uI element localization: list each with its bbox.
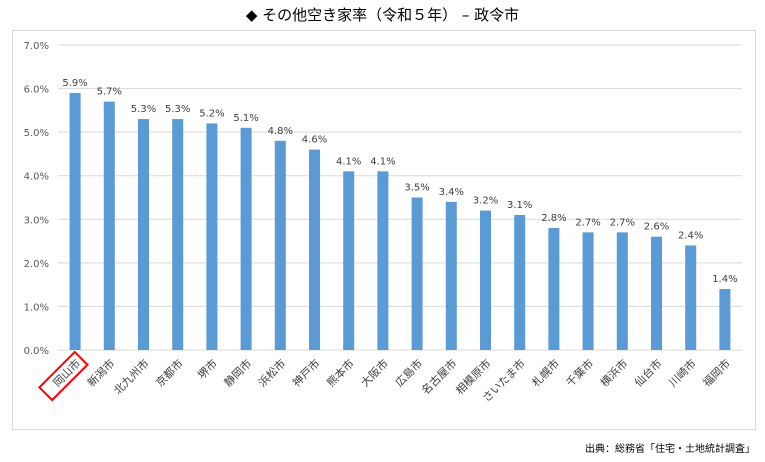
x-tick-label: 仙台市 bbox=[631, 356, 664, 389]
data-label: 5.9% bbox=[62, 78, 87, 89]
x-tick-label: 札幌市 bbox=[529, 356, 562, 389]
data-label: 4.1% bbox=[370, 156, 395, 167]
bar bbox=[309, 149, 320, 350]
y-tick-label: 0.0% bbox=[24, 346, 49, 357]
bar bbox=[616, 232, 628, 350]
chart-frame bbox=[12, 30, 756, 430]
x-tick-label: 京都市 bbox=[153, 356, 186, 389]
bar bbox=[274, 140, 286, 350]
y-tick-label: 6.0% bbox=[24, 85, 49, 96]
x-tick-label: 名古屋市 bbox=[418, 356, 459, 397]
bar bbox=[719, 289, 731, 350]
bar bbox=[138, 119, 149, 350]
highlight-box bbox=[37, 350, 89, 402]
y-tick-label: 3.0% bbox=[24, 215, 49, 226]
y-tick-label: 7.0% bbox=[24, 41, 49, 52]
data-label: 4.8% bbox=[268, 126, 293, 137]
data-label: 3.5% bbox=[404, 183, 429, 194]
bar bbox=[514, 214, 526, 350]
data-label: 5.3% bbox=[165, 104, 190, 115]
x-tick-label: 福岡市 bbox=[700, 356, 733, 389]
bar bbox=[582, 232, 594, 350]
bar bbox=[172, 119, 184, 350]
bar bbox=[651, 236, 662, 350]
bar bbox=[69, 92, 81, 350]
x-tick-label: 神戸市 bbox=[289, 356, 322, 389]
data-label: 5.3% bbox=[131, 104, 156, 115]
data-label: 2.8% bbox=[541, 213, 566, 224]
x-tick-label: 川崎市 bbox=[666, 356, 699, 389]
data-label: 4.6% bbox=[302, 135, 327, 146]
bar bbox=[343, 171, 355, 350]
data-label: 5.7% bbox=[97, 87, 122, 98]
data-label: 5.2% bbox=[199, 108, 224, 119]
x-tick-label: 大阪市 bbox=[358, 356, 391, 389]
data-label: 5.1% bbox=[233, 113, 258, 124]
data-label: 2.4% bbox=[678, 230, 703, 241]
x-tick-label: 静岡市 bbox=[221, 356, 254, 389]
y-tick-label: 2.0% bbox=[24, 259, 49, 270]
x-tick-label: 浜松市 bbox=[255, 356, 288, 389]
data-label: 1.4% bbox=[712, 274, 737, 285]
source-note: 出典：総務省「住宅・土地統計調査」 bbox=[585, 444, 755, 455]
data-label: 2.7% bbox=[610, 217, 635, 228]
x-tick-label: 堺市 bbox=[195, 356, 220, 381]
data-label: 3.1% bbox=[507, 200, 532, 211]
x-tick-label: 千葉市 bbox=[563, 356, 596, 389]
bar bbox=[206, 123, 218, 350]
data-label: 2.7% bbox=[575, 217, 600, 228]
bar bbox=[480, 210, 491, 350]
data-label: 4.1% bbox=[336, 156, 361, 167]
y-tick-label: 5.0% bbox=[24, 128, 49, 139]
x-tick-label: 北九州市 bbox=[111, 356, 152, 397]
data-label: 3.4% bbox=[439, 187, 464, 198]
data-label: 2.6% bbox=[644, 222, 669, 233]
x-tick-label: 熊本市 bbox=[324, 356, 357, 389]
chart-title: ◆ その他空き家率（令和５年） – 政令市 bbox=[245, 6, 520, 24]
y-tick-label: 1.0% bbox=[24, 302, 49, 313]
x-tick-label: 横浜市 bbox=[597, 356, 630, 389]
bar bbox=[240, 127, 252, 351]
bar bbox=[548, 228, 560, 350]
y-tick-label: 4.0% bbox=[24, 172, 49, 183]
bar bbox=[445, 201, 457, 350]
x-tick-label: 新潟市 bbox=[84, 356, 117, 389]
bar bbox=[377, 171, 389, 350]
bar bbox=[685, 245, 697, 350]
bar bbox=[411, 197, 423, 350]
bar bbox=[103, 101, 115, 351]
x-tick-label: 広島市 bbox=[392, 356, 425, 389]
data-label: 3.2% bbox=[473, 196, 498, 207]
